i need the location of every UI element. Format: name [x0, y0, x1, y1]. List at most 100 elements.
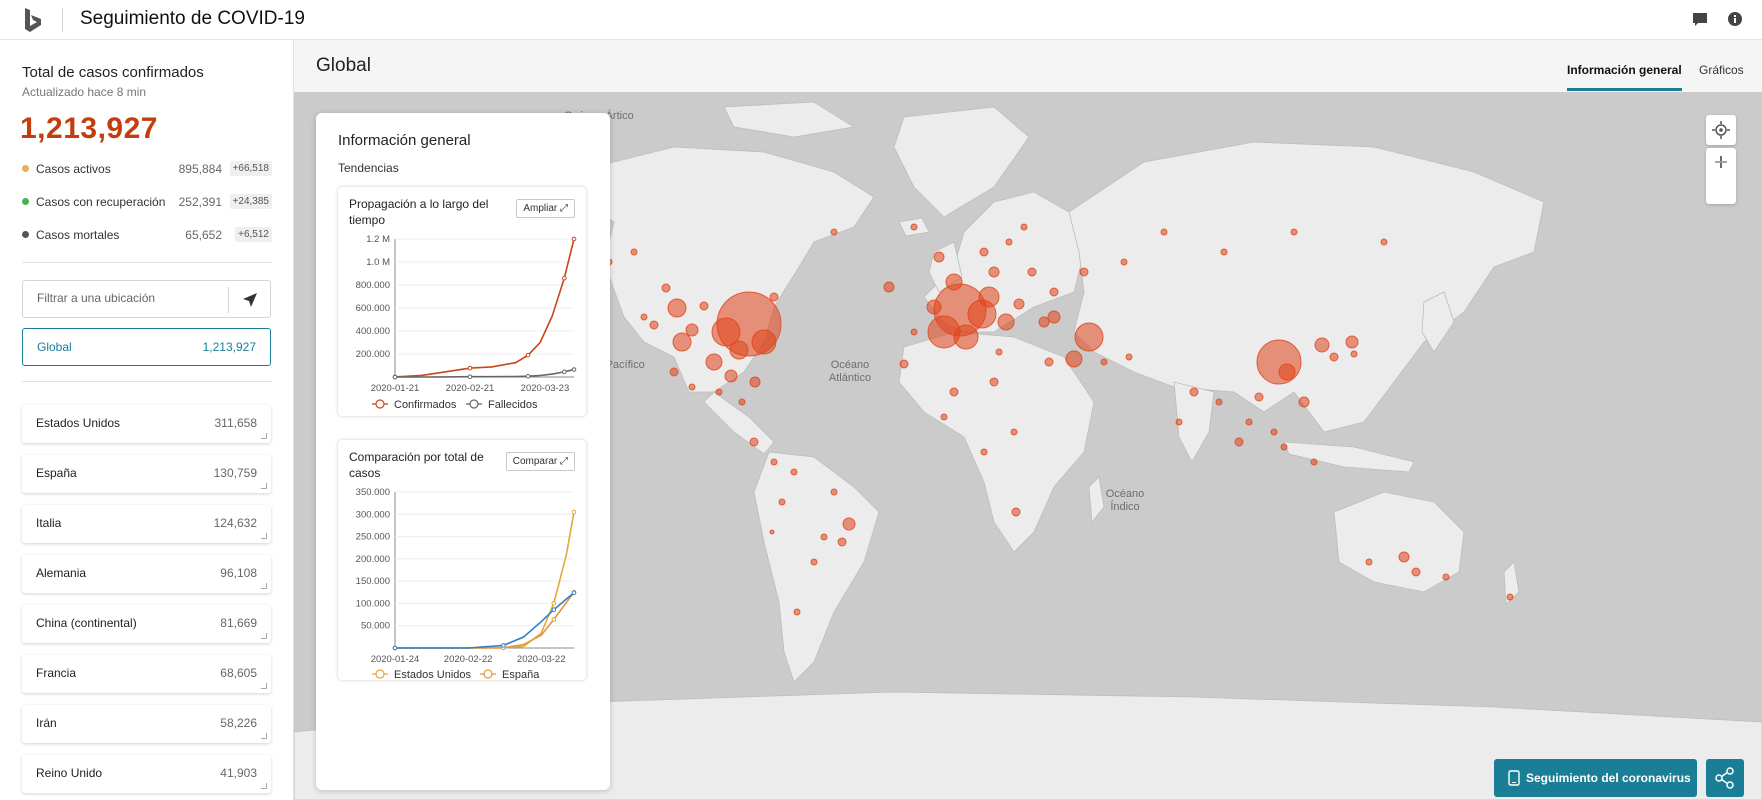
x-tick-label: 2020-02-21	[446, 383, 495, 394]
country-item[interactable]: España 130,759	[22, 455, 271, 493]
stat-value: 252,391	[178, 195, 222, 209]
expand-corner-icon	[261, 783, 267, 789]
tab-overview[interactable]: Información general	[1567, 63, 1682, 77]
stat-delta: +6,512	[235, 227, 272, 242]
expand-corner-icon	[261, 533, 267, 539]
country-item[interactable]: Francia 68,605	[22, 655, 271, 693]
stat-delta: +66,518	[229, 161, 272, 176]
deaths-dot-icon	[22, 231, 29, 238]
navigate-arrow-icon[interactable]	[239, 290, 261, 310]
land-indonesia	[1283, 441, 1415, 473]
data-point	[467, 365, 473, 371]
phone-icon	[1508, 770, 1520, 786]
legend-marker	[375, 399, 385, 409]
top-bar-divider	[62, 8, 63, 32]
expand-corner-icon	[261, 683, 267, 689]
legend-label: Fallecidos	[488, 399, 538, 411]
main-header: Global Información general Gráficos	[294, 40, 1762, 92]
x-tick-label: 2020-01-21	[371, 383, 420, 394]
feedback-icon[interactable]	[1690, 9, 1710, 29]
expand-button[interactable]: Ampliar ⤢	[516, 199, 575, 218]
y-tick-label: 350.000	[356, 487, 390, 498]
data-point	[551, 617, 557, 622]
country-name: Irán	[36, 716, 57, 730]
country-item[interactable]: Italia 124,632	[22, 505, 271, 543]
data-point	[571, 236, 577, 242]
tab-charts[interactable]: Gráficos	[1699, 63, 1744, 77]
stat-deaths: Casos mortales 65,652 +6,512	[22, 226, 272, 246]
data-point	[392, 374, 398, 380]
stat-label: Casos con recuperación	[36, 195, 166, 209]
country-item[interactable]: Estados Unidos 311,658	[22, 405, 271, 443]
data-point	[562, 275, 567, 281]
chart-title: Comparación por total de casos	[349, 450, 484, 480]
stat-value: 895,884	[178, 162, 222, 176]
compare-button[interactable]: Comparar ⤢	[505, 452, 575, 471]
y-tick-label: 150.000	[356, 576, 390, 587]
country-item[interactable]: Reino Unido 41,903	[22, 755, 271, 793]
expand-corner-icon	[261, 633, 267, 639]
expand-corner-icon	[261, 583, 267, 589]
main-area: Global Información general Gráficos	[294, 40, 1762, 800]
compare-chart-card: Comparación por total de casos Comparar …	[338, 440, 586, 680]
info-icon[interactable]	[1725, 9, 1745, 29]
land-new-zealand	[1503, 561, 1520, 605]
series-line-italia	[395, 592, 575, 649]
country-item[interactable]: Alemania 96,108	[22, 555, 271, 593]
minus-icon[interactable]	[1706, 148, 1736, 176]
x-tick-label: 2020-03-23	[521, 383, 570, 394]
legend-marker	[483, 669, 493, 679]
info-panel: Información general Tendencias Propagaci…	[316, 113, 610, 790]
share-button[interactable]	[1706, 759, 1744, 797]
data-point	[392, 645, 398, 651]
data-point	[501, 643, 506, 648]
app-title: Seguimiento de COVID-19	[80, 8, 305, 29]
land-india	[1173, 381, 1215, 463]
location-item-global[interactable]: Global 1,213,927	[22, 328, 271, 366]
search-divider	[228, 287, 229, 313]
sidebar-divider	[22, 262, 272, 263]
spread-chart-card: Propagación a lo largo del tiempo Amplia…	[338, 187, 586, 416]
y-tick-label: 250.000	[356, 532, 390, 543]
y-tick-label: 100.000	[356, 598, 390, 609]
y-tick-label: 200.000	[356, 349, 390, 360]
zoom-controls	[1706, 148, 1736, 204]
expand-corner-icon	[261, 733, 267, 739]
y-tick-label: 200.000	[356, 554, 390, 565]
expand-label: Ampliar	[523, 203, 558, 214]
country-item[interactable]: Irán 58,226	[22, 705, 271, 743]
page-title: Global	[316, 55, 371, 76]
tracker-label: Seguimiento del coronavirus	[1526, 771, 1691, 785]
data-point	[571, 590, 577, 596]
location-label: Global	[37, 340, 72, 354]
y-tick-label: 300.000	[356, 509, 390, 520]
data-point	[551, 601, 557, 606]
country-value: 68,605	[220, 666, 257, 680]
locate-button[interactable]	[1706, 115, 1736, 145]
coronavirus-tracker-button[interactable]: Seguimiento del coronavirus	[1494, 759, 1697, 797]
active-tab-indicator	[1567, 88, 1682, 91]
country-value: 130,759	[213, 466, 257, 480]
location-search-input[interactable]	[37, 291, 227, 305]
map-canvas	[294, 101, 1762, 800]
bing-logo[interactable]	[22, 7, 44, 33]
sidebar-divider	[22, 381, 272, 382]
country-value: 58,226	[220, 716, 257, 730]
total-cases-title: Total de casos confirmados	[22, 64, 204, 81]
y-tick-label: 50.000	[361, 621, 390, 632]
country-value: 124,632	[213, 516, 257, 530]
country-item[interactable]: China (continental) 81,669	[22, 605, 271, 643]
legend-label: Confirmados	[394, 399, 457, 411]
y-tick-label: 400.000	[356, 326, 390, 337]
location-filter	[22, 280, 271, 318]
legend-label: Estados Unidos	[394, 669, 472, 680]
country-name: Alemania	[36, 566, 87, 580]
stat-delta: +24,385	[229, 194, 272, 209]
legend-marker	[375, 669, 385, 679]
legend-marker	[469, 399, 479, 409]
stat-active: Casos activos 895,884 +66,518	[22, 160, 272, 180]
trends-label: Tendencias	[338, 161, 399, 175]
chart-title: Propagación a lo largo del tiempo	[349, 197, 489, 227]
spread-chart: 200.000 400.000 600.000 800.000 1.0 M 1.2 M 20…	[356, 234, 577, 411]
stat-recovered: Casos con recuperación 252,391 +24,385	[22, 193, 272, 213]
